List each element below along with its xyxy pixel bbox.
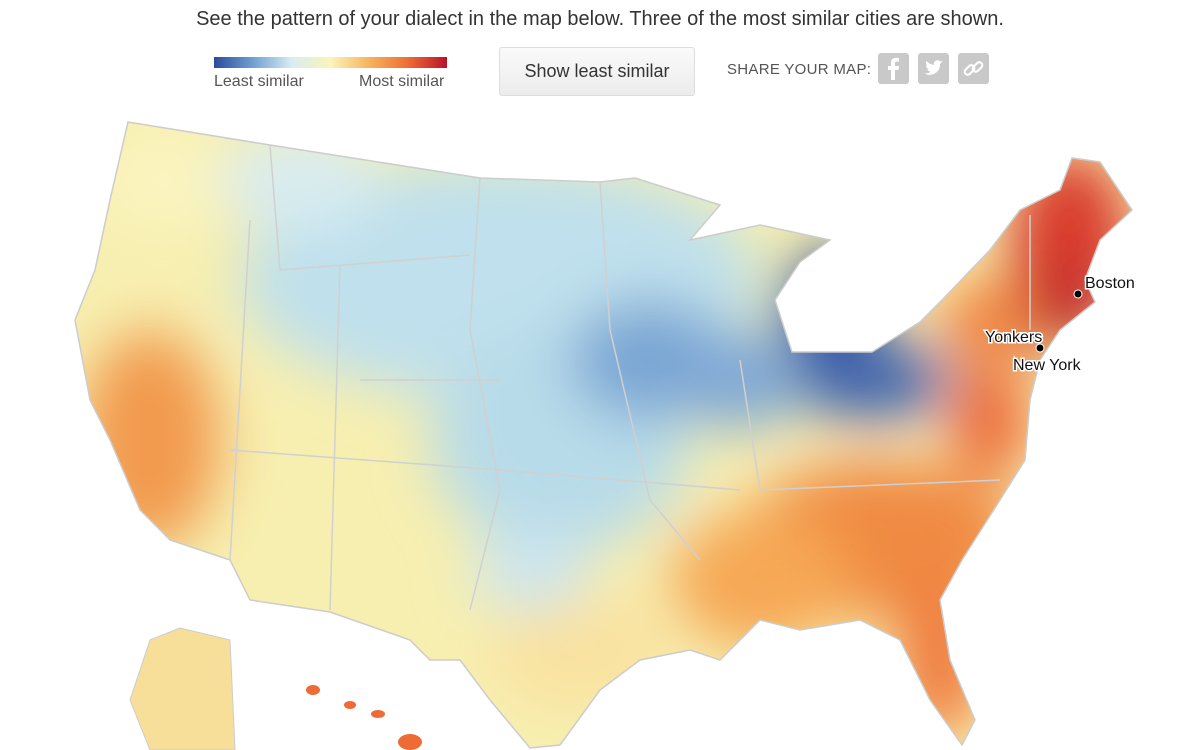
share-label: SHARE YOUR MAP: <box>727 61 872 78</box>
city-dot <box>1073 289 1083 299</box>
city-label: Boston <box>1085 275 1135 292</box>
alaska <box>129 627 236 750</box>
city-label: New York <box>1013 357 1082 374</box>
facebook-icon[interactable] <box>878 53 909 84</box>
city-label: Yonkers <box>985 329 1042 346</box>
facebook-glyph <box>888 57 899 80</box>
legend-max: Most similar <box>359 73 445 90</box>
twitter-glyph <box>924 60 943 75</box>
show-least-button[interactable]: Show least similar <box>499 47 695 96</box>
state-borders <box>229 144 1031 611</box>
legend-min: Least similar <box>214 73 304 90</box>
hawaii <box>306 685 422 750</box>
dialect-map: Boston Yonkers New York <box>74 121 1136 750</box>
link-glyph <box>963 61 984 76</box>
link-icon[interactable] <box>958 53 989 84</box>
us-outline <box>74 121 1133 749</box>
city-dot <box>1035 343 1045 353</box>
twitter-icon[interactable] <box>918 53 949 84</box>
legend-gradient <box>214 57 447 68</box>
intro-text: See the pattern of your dialect in the m… <box>196 8 1004 30</box>
